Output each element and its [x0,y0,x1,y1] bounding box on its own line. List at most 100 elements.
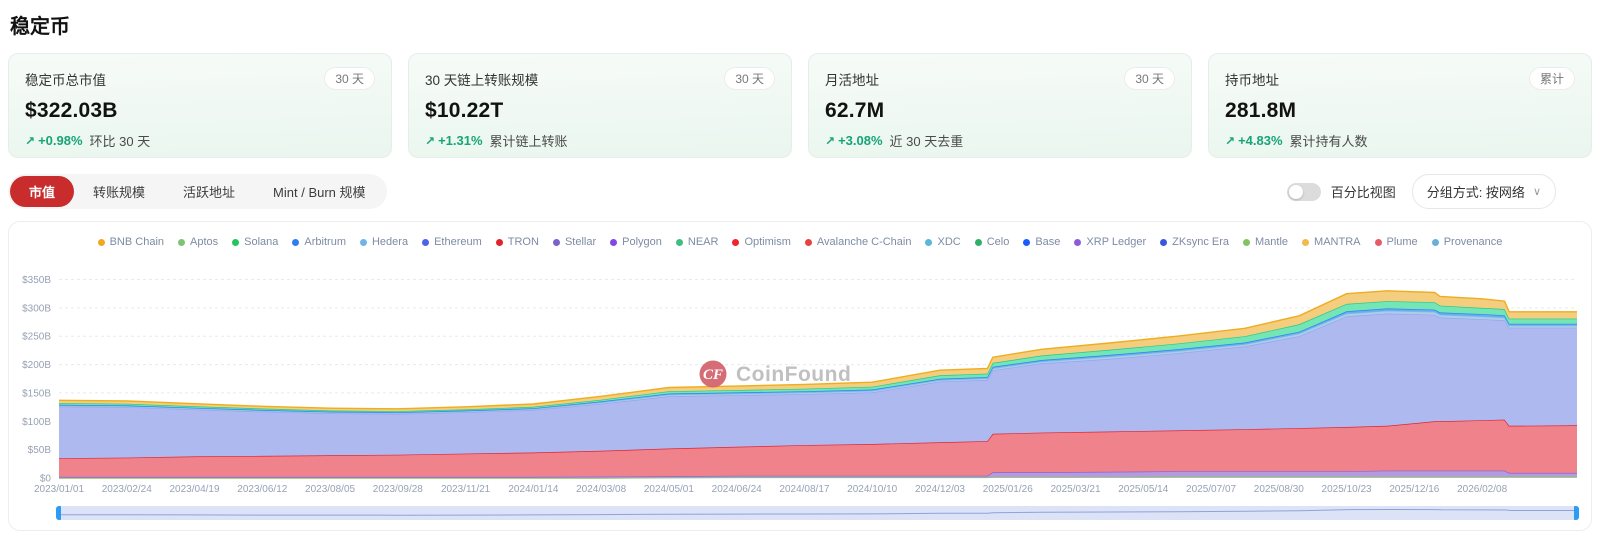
stat-card-value: $322.03B [25,99,118,122]
period-badge: 30 天 [324,67,375,90]
x-axis-tick: 2025/08/30 [1254,484,1304,495]
legend-dot-icon [1023,238,1031,246]
tab-mint-burn[interactable]: Mint / Burn 规模 [273,185,366,200]
stat-card-transfer-volume: 30 天链上转账规模 30 天 $10.22T ↗ +1.31% 累计链上转账 [408,53,792,158]
legend-item[interactable]: Mantle [1243,236,1288,248]
coinfound-logo-icon [699,360,727,388]
x-axis-tick: 2024/08/17 [779,484,829,495]
legend-item[interactable]: Avalanche C-Chain [804,236,911,248]
x-axis-tick: 2023/04/19 [170,484,220,495]
x-axis-tick: 2025/10/23 [1322,484,1372,495]
area-series-bnb-chain[interactable] [59,290,1577,412]
legend-item[interactable]: Polygon [610,236,662,248]
legend-dot-icon [1160,238,1168,246]
y-axis-tick: $350B [22,275,51,286]
legend-item[interactable]: XRP Ledger [1074,236,1146,248]
brush-handle-right[interactable] [1574,506,1579,520]
legend-dot-icon [1302,238,1310,246]
legend-item[interactable]: Plume [1374,236,1418,248]
legend-item[interactable]: XDC [925,236,961,248]
group-by-select[interactable]: 分组方式: 按网络 ∨ [1411,174,1556,209]
legend-item[interactable]: Arbitrum [292,236,346,248]
x-axis-tick: 2024/10/10 [847,484,897,495]
legend-dot-icon [925,238,933,246]
legend-item[interactable]: Aptos [178,236,218,248]
area-series-polygon[interactable] [59,470,1577,478]
watermark-logo-text: CF [703,367,723,383]
stat-change-label: 近 30 天去重 [889,134,964,149]
toggle-knob [1288,184,1303,199]
legend-item[interactable]: Ethereum [422,236,482,248]
legend-item[interactable]: TRON [495,236,539,248]
legend-dot-icon [1431,238,1439,246]
tab-active-addresses[interactable]: 活跃地址 [183,185,236,200]
trend-up-icon: ↗ [25,134,36,148]
legend-item[interactable]: Solana [232,236,278,248]
x-axis-tick: 2025/03/21 [1050,484,1100,495]
stat-card-value: 62.7M [825,99,885,122]
legend-item[interactable]: Optimism [732,236,791,248]
area-series-solana[interactable] [59,301,1577,413]
stacked-area-chart[interactable]: $0 $50B $100B $150B $200B $250B $300B $350B 2023… [9,248,1593,500]
tab-transfer-volume[interactable]: 转账规模 [93,185,146,200]
y-axis-tick: $150B [22,388,51,399]
legend-item[interactable]: Base [1023,236,1060,248]
legend-label: NEAR [687,236,719,248]
stat-card-title: 稳定币总市值 [25,72,106,88]
x-axis-tick: 2024/03/08 [576,484,626,495]
legend-label: Provenance [1443,236,1503,248]
chart-controls: 百分比视图 分组方式: 按网络 ∨ [1286,174,1556,209]
legend-dot-icon [1243,238,1251,246]
brush-sparkline [56,506,1579,520]
legend-dot-icon [675,238,683,246]
area-series-arbitrum[interactable] [59,308,1577,413]
legend-item[interactable]: MANTRA [1302,236,1361,248]
legend-label: Plume [1386,236,1418,248]
x-axis-tick: 2025/12/16 [1389,484,1439,495]
legend-dot-icon [1374,238,1382,246]
legend-dot-icon [974,238,982,246]
page-title: 稳定币 [10,16,70,38]
stat-cards-row: 稳定币总市值 30 天 $322.03B ↗ +0.98% 环比 30 天 30 … [8,53,1592,158]
stat-card-value: $10.22T [425,99,504,122]
legend-item[interactable]: ZKsync Era [1160,236,1229,248]
legend-dot-icon [495,238,503,246]
x-axis-tick: 2026/02/08 [1457,484,1507,495]
timeline-brush[interactable] [56,506,1579,520]
x-axis-tick: 2023/01/01 [34,484,84,495]
area-series-tron[interactable] [59,419,1577,477]
legend-label: Arbitrum [304,236,346,248]
brush-handle-left[interactable] [56,506,61,520]
stat-card-holder-addresses: 持币地址 累计 281.8M ↗ +4.83% 累计持有人数 [1208,53,1592,158]
trend-up-icon: ↗ [1225,134,1236,148]
stat-change: +4.83% [1238,133,1283,148]
legend-label: TRON [507,236,539,248]
legend-label: XRP Ledger [1086,236,1147,248]
legend-dot-icon [97,238,105,246]
legend-item[interactable]: Stellar [552,236,596,248]
legend-item[interactable]: Provenance [1431,236,1503,248]
legend-dot-icon [232,238,240,246]
legend-item[interactable]: NEAR [675,236,719,248]
stat-card-value: 281.8M [1225,99,1297,122]
x-axis-tick: 2024/05/01 [644,484,694,495]
chart-legend: BNB Chain Aptos Solana Arbitrum Hedera Ethere… [29,236,1571,248]
x-axis-tick: 2024/06/24 [712,484,762,495]
percentage-view-toggle[interactable] [1286,182,1321,201]
legend-item[interactable]: BNB Chain [97,236,164,248]
period-badge: 累计 [1528,67,1575,90]
x-axis-tick: 2025/07/07 [1186,484,1236,495]
legend-dot-icon [1074,238,1082,246]
tab-marketcap[interactable]: 市值 [10,176,75,207]
stat-change-label: 累计链上转账 [489,134,568,149]
stat-change: +0.98% [38,133,83,148]
area-series-ethereum[interactable] [59,313,1577,459]
stat-card-title: 持币地址 [1225,72,1279,88]
y-axis-tick: $50B [28,445,52,456]
area-series-hedera[interactable] [59,310,1577,414]
chevron-down-icon: ∨ [1532,186,1541,198]
x-axis-tick: 2023/06/12 [237,484,287,495]
legend-item[interactable]: Hedera [359,236,408,248]
area-series-line [58,290,1577,410]
legend-item[interactable]: Celo [974,236,1009,248]
